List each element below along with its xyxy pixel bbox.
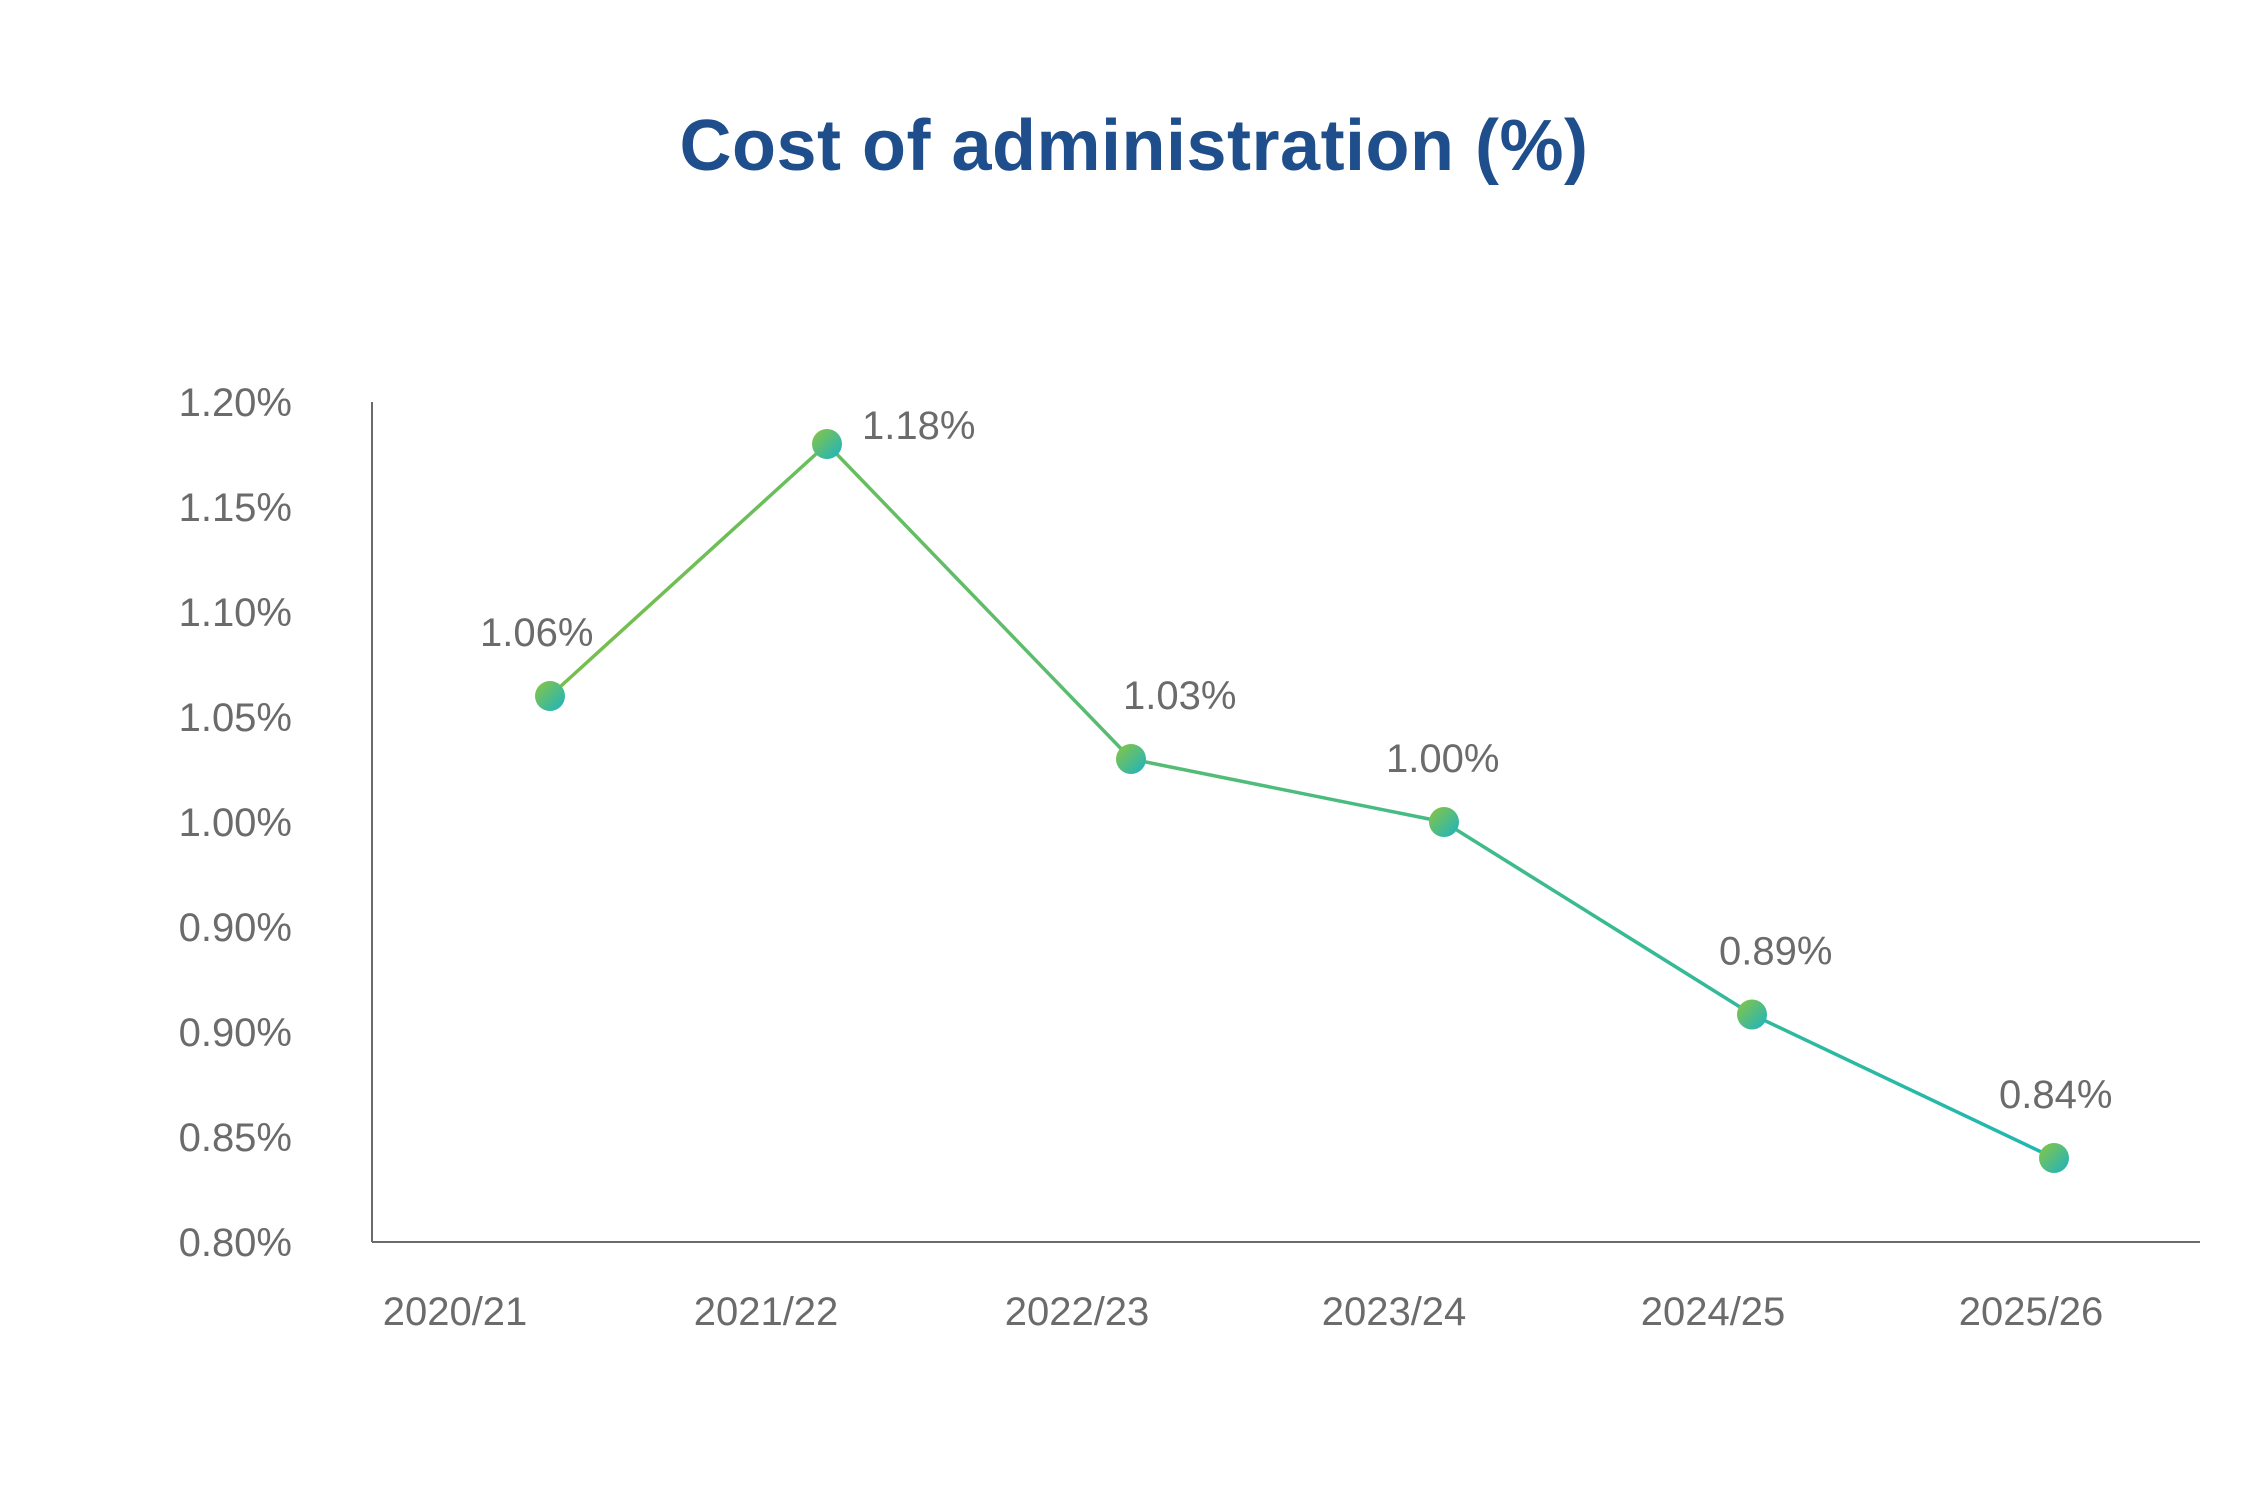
- x-tick-label: 2020/21: [383, 1290, 528, 1334]
- y-tick-label: 1.15%: [179, 486, 292, 530]
- x-tick-label: 2024/25: [1641, 1290, 1786, 1334]
- y-tick-label: 0.80%: [179, 1221, 292, 1265]
- y-tick-label: 1.20%: [179, 381, 292, 425]
- data-point: [535, 681, 565, 711]
- x-tick-label: 2021/22: [694, 1290, 839, 1334]
- data-label: 0.89%: [1719, 930, 1832, 974]
- data-point: [1116, 744, 1146, 774]
- data-point: [812, 429, 842, 459]
- data-point: [2039, 1143, 2069, 1173]
- data-label: 1.18%: [862, 404, 975, 448]
- y-tick-label: 1.00%: [179, 801, 292, 845]
- x-tick-label: 2022/23: [1005, 1290, 1150, 1334]
- data-point: [1429, 807, 1459, 837]
- y-tick-label: 1.10%: [179, 591, 292, 635]
- data-point: [1737, 999, 1767, 1030]
- data-label: 0.84%: [1999, 1073, 2112, 1117]
- series-line: [548, 442, 2055, 1160]
- data-label: 1.06%: [480, 611, 593, 655]
- x-tick-label: 2025/26: [1959, 1290, 2104, 1334]
- data-label: 1.03%: [1123, 674, 1236, 718]
- y-tick-label: 1.05%: [179, 696, 292, 740]
- y-tick-label: 0.85%: [179, 1116, 292, 1160]
- data-label: 1.00%: [1386, 737, 1499, 781]
- x-tick-label: 2023/24: [1322, 1290, 1467, 1334]
- y-tick-label: 0.90%: [179, 1011, 292, 1055]
- chart-title: Cost of administration (%): [679, 106, 1589, 186]
- y-tick-label: 0.90%: [179, 906, 292, 950]
